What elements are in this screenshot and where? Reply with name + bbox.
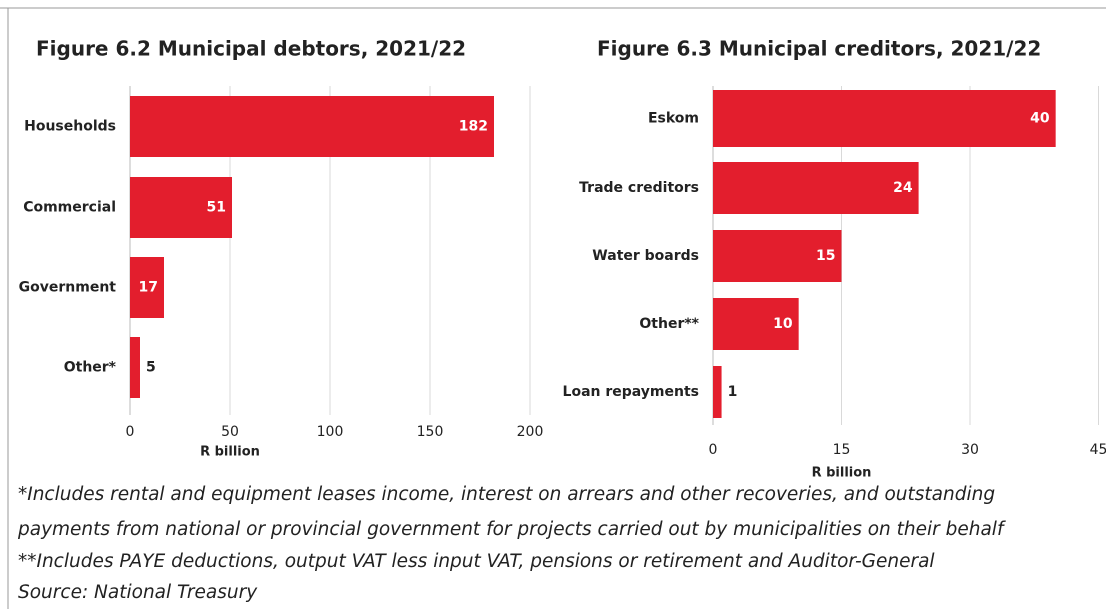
bar	[130, 337, 140, 398]
category-label: Other*	[64, 360, 117, 376]
category-label: Trade creditors	[579, 180, 699, 196]
category-label: Government	[19, 280, 117, 296]
x-tick-label: 45	[1090, 442, 1106, 458]
value-label: 1	[728, 384, 738, 400]
category-label: Eskom	[648, 111, 699, 127]
value-label: 10	[773, 316, 793, 332]
chart-title: Figure 6.3 Municipal creditors, 2021/22	[597, 37, 1041, 61]
value-label: 40	[1030, 111, 1050, 127]
category-label: Households	[24, 119, 116, 135]
chart-title: Figure 6.2 Municipal debtors, 2021/22	[36, 37, 466, 61]
value-label: 17	[139, 280, 158, 296]
x-tick-label: 0	[709, 442, 718, 458]
value-label: 5	[146, 360, 156, 376]
category-label: Loan repayments	[563, 384, 699, 400]
footnote: payments from national or provincial gov…	[17, 519, 1006, 540]
bar	[713, 298, 799, 350]
x-axis-label: R billion	[812, 466, 872, 481]
footnote: *Includes rental and equipment leases in…	[18, 484, 995, 505]
x-tick-label: 0	[126, 424, 135, 440]
x-tick-label: 200	[517, 424, 544, 440]
category-label: Water boards	[592, 248, 699, 264]
value-label: 24	[893, 180, 913, 196]
x-tick-label: 15	[833, 442, 851, 458]
x-axis-label: R billion	[200, 445, 260, 460]
bar	[713, 90, 1056, 147]
x-tick-label: 30	[961, 442, 979, 458]
bar	[130, 96, 494, 157]
bar	[713, 230, 842, 282]
category-label: Commercial	[23, 200, 116, 216]
footnote: Source: National Treasury	[18, 582, 258, 603]
x-tick-label: 150	[417, 424, 444, 440]
bar	[130, 257, 164, 318]
x-tick-label: 100	[317, 424, 344, 440]
value-label: 51	[207, 200, 226, 216]
x-tick-label: 50	[221, 424, 239, 440]
bar	[713, 366, 722, 418]
bar	[713, 162, 919, 214]
footnote: **Includes PAYE deductions, output VAT l…	[18, 551, 935, 572]
category-label: Other**	[639, 316, 699, 332]
value-label: 15	[816, 248, 835, 264]
value-label: 182	[459, 119, 488, 135]
bar	[130, 177, 232, 238]
